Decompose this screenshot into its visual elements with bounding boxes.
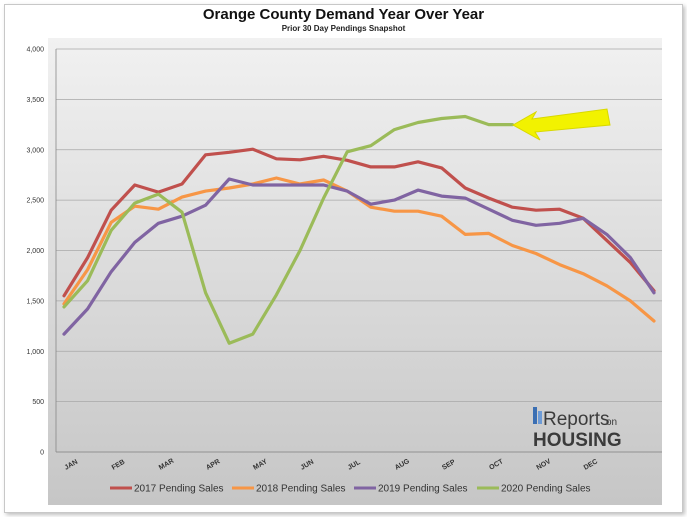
y-tick-label: 0 (40, 450, 44, 457)
logo-housing-text: HOUSING (533, 430, 622, 451)
y-tick-label: 500 (32, 399, 44, 406)
legend-label: 2020 Pending Sales (501, 484, 591, 495)
legend: 2017 Pending Sales 2018 Pending Sales 2019… (110, 484, 591, 495)
legend-label: 2018 Pending Sales (256, 484, 346, 495)
legend-label: 2017 Pending Sales (134, 484, 224, 495)
legend-label: 2019 Pending Sales (378, 484, 468, 495)
gridlines (55, 48, 662, 453)
y-tick-label: 1,500 (26, 298, 44, 305)
chart-subtitle: Prior 30 Day Pendings Snapshot (281, 24, 406, 33)
series-line-2020 (62, 114, 515, 345)
chart-title: Orange County Demand Year Over Year (202, 6, 485, 23)
y-tick-label: 2,500 (26, 198, 44, 205)
y-axis-ticks: 0 500 1,000 1,500 2,000 2,500 3,000 3,500 4,000 (26, 47, 44, 457)
logo-on-text: on (606, 417, 617, 428)
highlight-arrow (511, 108, 611, 141)
y-tick-label: 4,000 (26, 47, 44, 54)
series-line-2017 (62, 147, 656, 298)
logo-bar-1 (533, 407, 537, 424)
logo-reports-text: Reports (543, 409, 610, 430)
series-lines (62, 114, 656, 345)
y-tick-label: 3,000 (26, 147, 44, 154)
y-tick-label: 3,500 (26, 97, 44, 104)
reports-on-housing-logo: Reports on HOUSING (533, 407, 622, 451)
series-line-2019 (62, 177, 656, 336)
y-tick-label: 1,000 (26, 349, 44, 356)
y-tick-label: 2,000 (26, 248, 44, 255)
logo-bar-2 (538, 411, 542, 424)
